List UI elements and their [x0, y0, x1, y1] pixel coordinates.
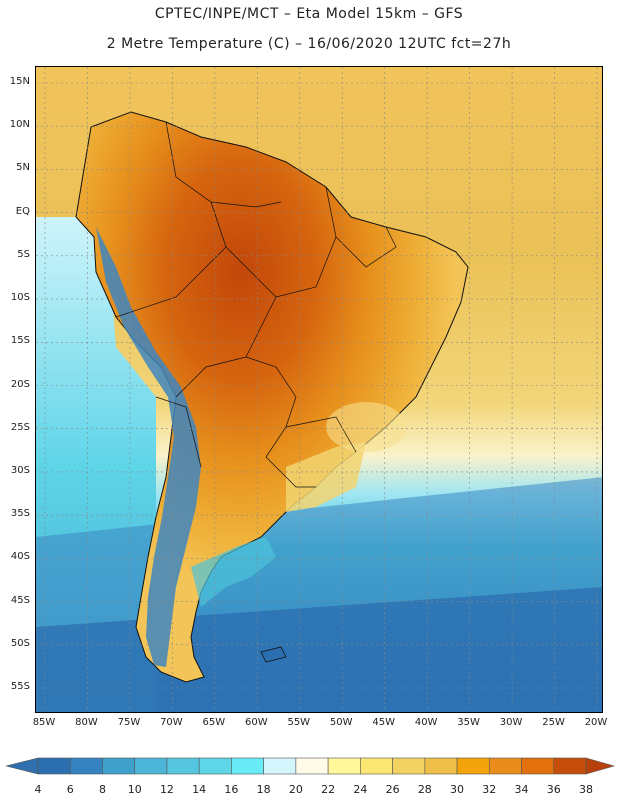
lat-tick-label: 30S — [10, 464, 30, 476]
highland-mild-zone — [326, 402, 406, 452]
colorbar-swatch — [231, 757, 264, 775]
colorbar-tick-label: 24 — [353, 783, 368, 796]
lat-tick-label: 45S — [10, 594, 30, 606]
colorbar-swatch — [456, 757, 490, 775]
colorbar-tick-label: 36 — [546, 783, 561, 796]
lon-tick-label: 25W — [542, 717, 565, 728]
colorbar-swatch — [263, 757, 297, 775]
colorbar-swatch — [488, 757, 522, 775]
lat-tick-label: 25S — [10, 421, 30, 433]
colorbar-swatch — [521, 757, 555, 775]
colorbar-swatch — [69, 757, 103, 775]
lon-tick-label: 50W — [329, 717, 353, 728]
colorbar-tick-label: 10 — [127, 783, 142, 796]
lon-tick-label: 60W — [244, 717, 268, 728]
lon-tick-label: 85W — [32, 717, 56, 728]
patagonia-cool-zone — [191, 537, 276, 607]
colorbar-tick-label: 30 — [450, 783, 465, 796]
colorbar-tick-label: 28 — [417, 783, 432, 796]
colorbar-swatch — [553, 757, 587, 775]
temperature-map — [35, 66, 603, 713]
colorbar-tick-label: 14 — [192, 783, 207, 796]
colorbar-tick-label: 20 — [288, 783, 303, 796]
colorbar-tick-label: 32 — [482, 783, 497, 796]
colorbar-swatch — [360, 757, 393, 775]
map-subtitle: 2 Metre Temperature (C) – 16/06/2020 12U… — [106, 36, 512, 52]
lon-tick-label: 75W — [117, 717, 141, 728]
map-title: CPTEC/INPE/MCT – Eta Model 15km – GFS — [154, 6, 464, 22]
lat-tick-label: 55S — [10, 681, 30, 692]
lon-tick-label: 20W — [584, 717, 608, 728]
lon-tick-label: 35W — [457, 717, 480, 728]
colorbar-tick-label: 6 — [66, 783, 74, 796]
colorbar-low-arrow — [5, 757, 39, 775]
colorbar-tick-label: 34 — [514, 783, 529, 796]
lat-tick-label: 10N — [9, 119, 30, 131]
falkland-islands — [260, 646, 287, 663]
colorbar-ramp — [5, 757, 616, 775]
lat-tick-label: 35S — [10, 508, 30, 520]
lat-tick-label: 15N — [9, 76, 30, 87]
lat-tick-label: 5S — [17, 248, 30, 260]
lat-tick-label: EQ — [15, 205, 30, 217]
colorbar-swatch — [424, 757, 458, 775]
colorbar-tick-label: 22 — [321, 783, 336, 796]
colorbar-tick-label: 16 — [224, 783, 239, 796]
colorbar-swatch — [102, 757, 136, 775]
lon-tick-label: 45W — [372, 717, 395, 728]
map-canvas — [36, 67, 602, 712]
colorbar-tick-label: 4 — [34, 783, 42, 796]
lat-tick-label: 15S — [10, 335, 30, 347]
colorbar-tick-label: 26 — [385, 783, 400, 796]
southeast-mild-zone — [286, 442, 366, 512]
lon-tick-label: 80W — [75, 717, 98, 728]
colorbar-swatch — [392, 757, 426, 775]
lon-tick-label: 55W — [287, 717, 311, 728]
colorbar-swatch — [198, 757, 232, 775]
lat-tick-label: 5N — [16, 162, 30, 174]
lon-tick-label: 30W — [499, 717, 523, 728]
colorbar-tick-label: 8 — [98, 783, 106, 796]
colorbar-tick-label: 12 — [159, 783, 174, 796]
lat-tick-label: 10S — [10, 292, 30, 304]
colorbar-swatch — [327, 757, 361, 775]
lon-tick-label: 40W — [414, 717, 438, 728]
colorbar-swatch — [37, 757, 71, 775]
lon-tick-label: 65W — [202, 717, 226, 728]
colorbar-tick-label: 18 — [256, 783, 271, 796]
lon-tick-label: 70W — [160, 717, 183, 728]
colorbar-swatch — [166, 757, 200, 775]
colorbar-tick-label: 38 — [579, 783, 593, 796]
colorbar-swatch — [134, 757, 168, 775]
andes-cold-zone — [96, 227, 201, 667]
lat-tick-label: 20S — [10, 378, 30, 390]
lat-tick-label: 40S — [10, 551, 30, 563]
lat-tick-label: 50S — [10, 637, 30, 649]
colorbar-swatch — [295, 757, 329, 775]
temperature-colorbar — [0, 750, 618, 800]
colorbar-high-arrow — [585, 757, 616, 775]
